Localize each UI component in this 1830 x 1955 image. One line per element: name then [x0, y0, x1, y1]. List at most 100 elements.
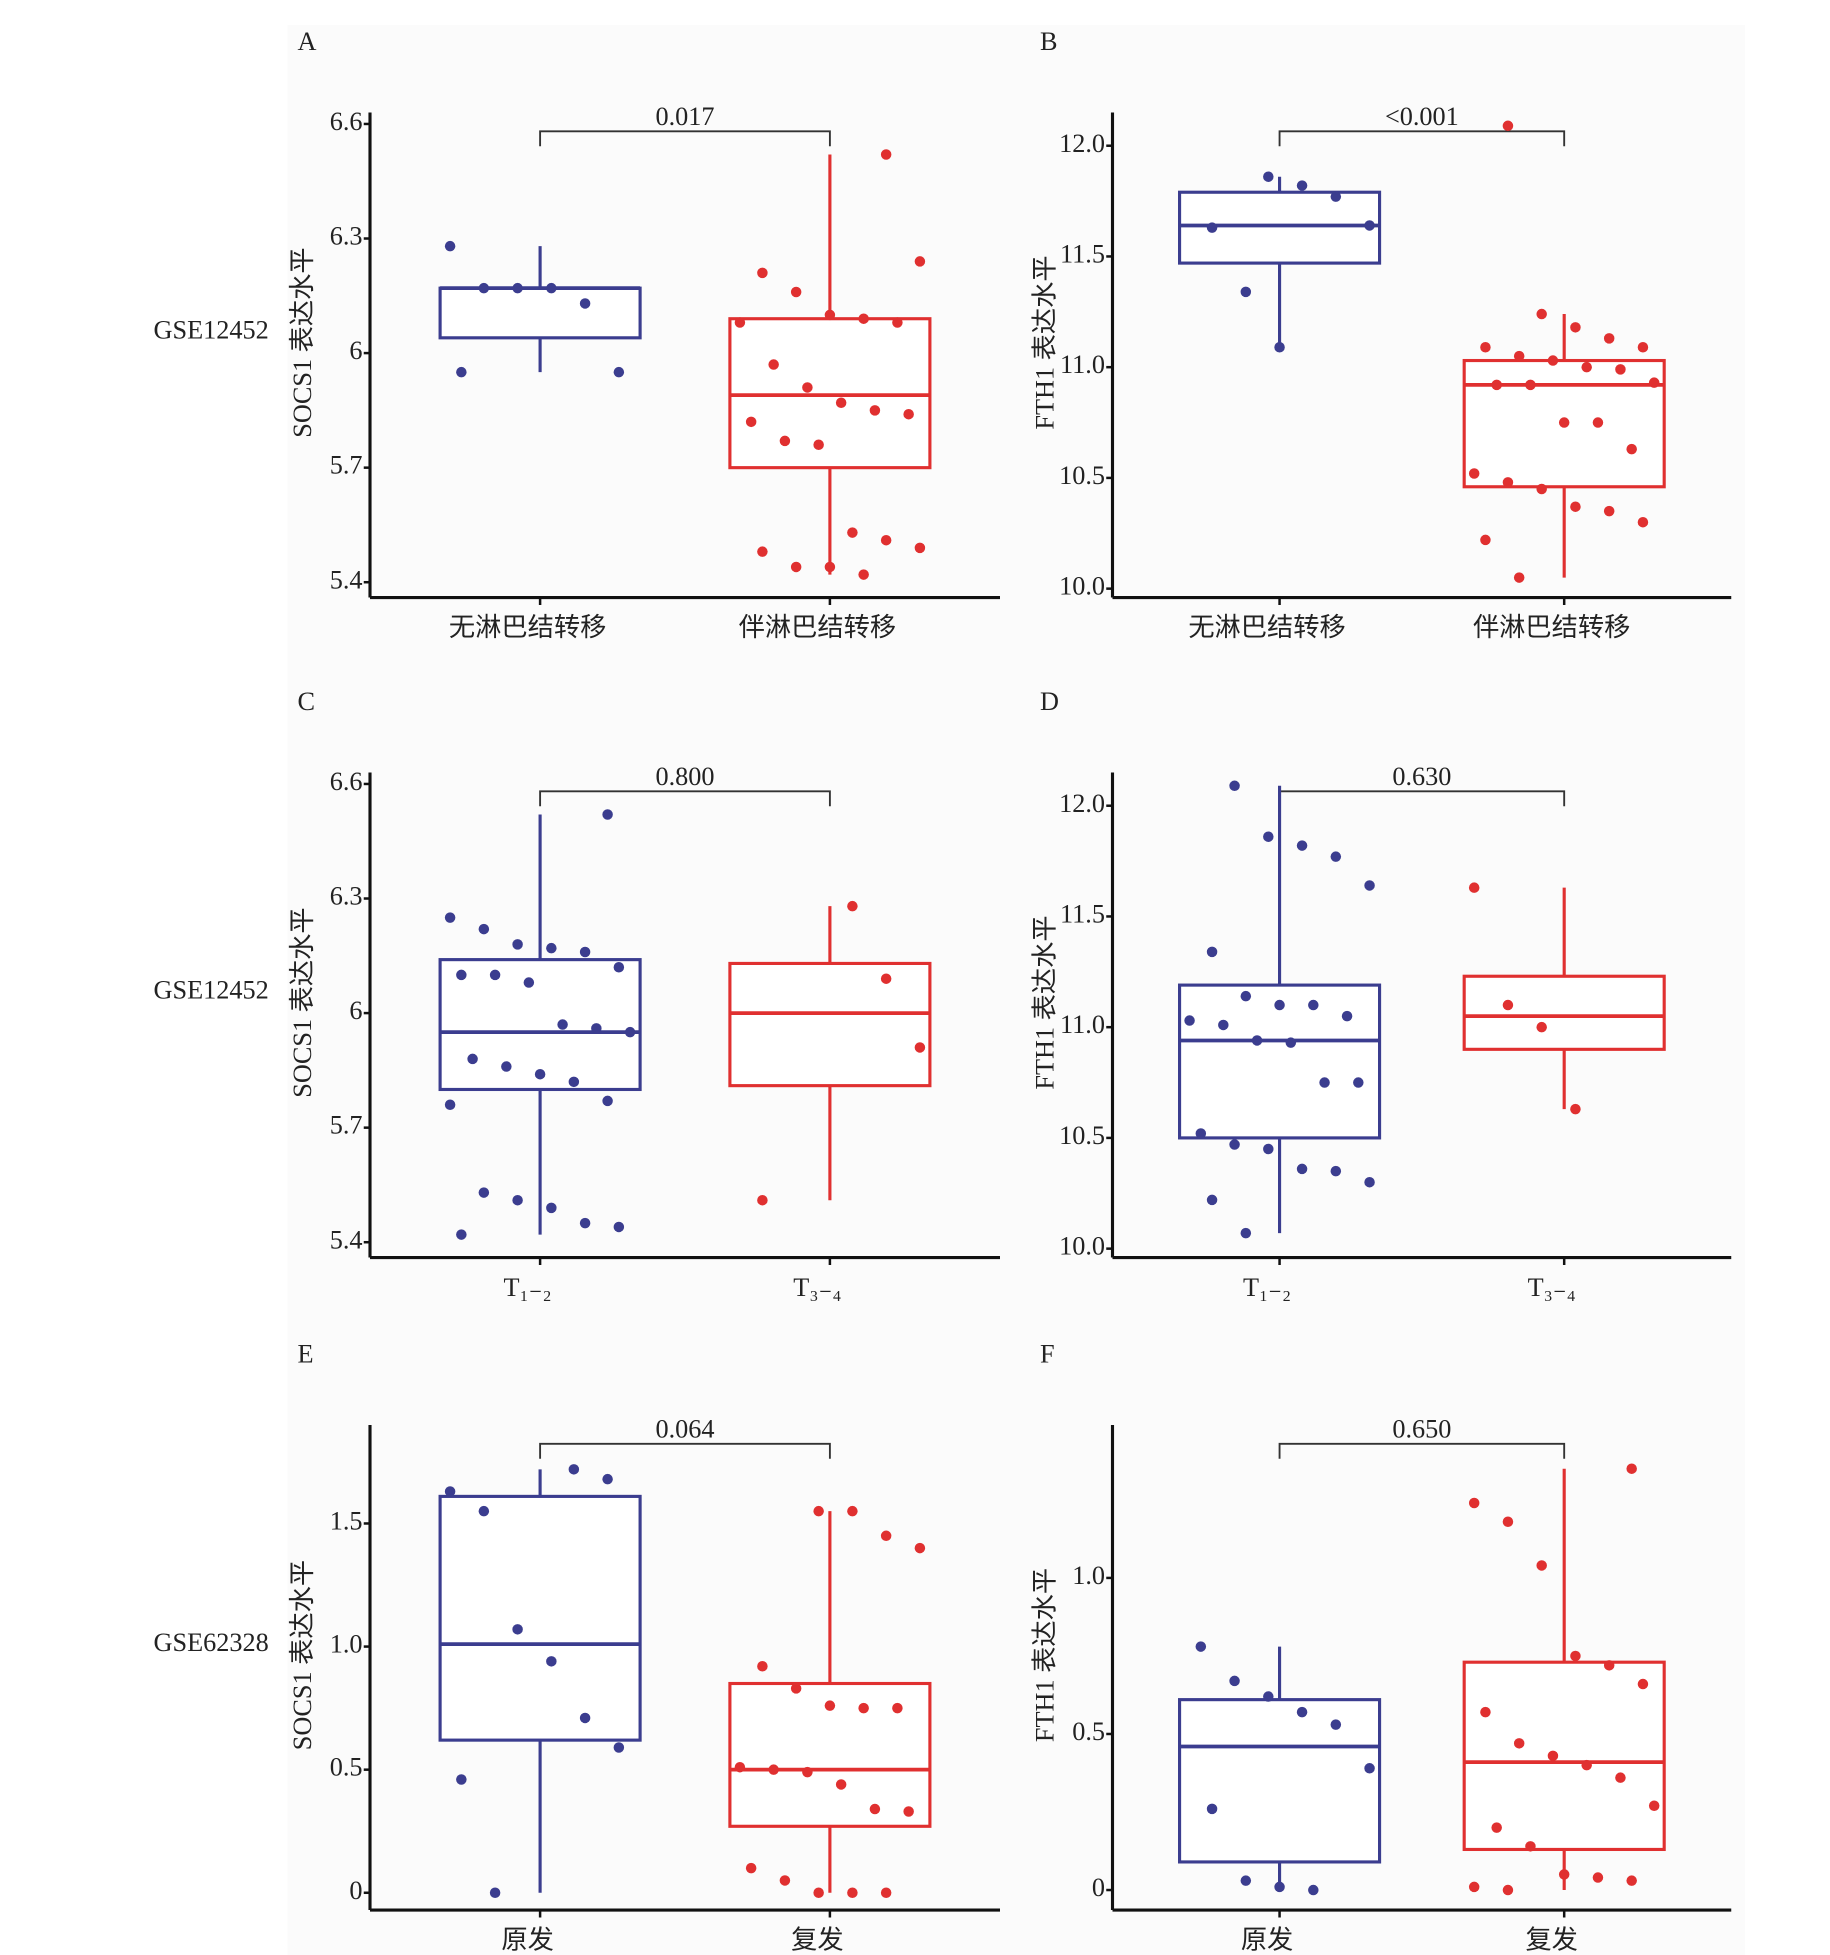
data-point [546, 1202, 557, 1214]
data-point [1229, 780, 1240, 792]
y-tick-label: 12.0 [1059, 789, 1105, 818]
data-point [579, 946, 591, 958]
data-point [557, 1019, 568, 1030]
data-point [1468, 1497, 1480, 1509]
panel-label: A [298, 27, 317, 56]
data-point [880, 973, 892, 984]
y-tick-label: 10.5 [1059, 1121, 1105, 1150]
data-point [1547, 355, 1559, 366]
data-point [1285, 1037, 1297, 1048]
data-point [1296, 180, 1308, 191]
data-point [779, 435, 791, 447]
box [1462, 974, 1666, 1051]
data-point [1480, 1706, 1491, 1718]
p-value: 0.800 [655, 762, 714, 791]
data-point [734, 1761, 746, 1773]
y-tick-label: 11.5 [1060, 899, 1105, 928]
y-tick-label: 1.0 [330, 1630, 363, 1659]
data-point [456, 969, 467, 981]
data-point [1206, 946, 1218, 958]
data-point [456, 1229, 467, 1240]
y-tick-label: 5.4 [330, 1225, 363, 1254]
data-point [1637, 341, 1649, 353]
data-point [1502, 477, 1514, 488]
data-point [1536, 1021, 1547, 1033]
panel-label: E [298, 1339, 314, 1368]
data-point [602, 809, 613, 820]
data-point [1308, 999, 1319, 1011]
data-point [880, 149, 892, 160]
data-point [1648, 1800, 1660, 1812]
data-point [824, 1700, 836, 1711]
data-point [790, 1683, 802, 1694]
y-tick-label: 6.3 [330, 882, 363, 911]
data-point [478, 923, 490, 935]
y-tick-label: 0.5 [330, 1753, 363, 1782]
data-point [1648, 377, 1660, 388]
data-point [613, 962, 625, 973]
y-axis-label: FTH1 表达水平 [1031, 1568, 1060, 1742]
data-point [1206, 222, 1218, 233]
x-tick-label: T₃₋₄ [793, 1273, 841, 1302]
data-point [478, 282, 490, 294]
data-point [1319, 1077, 1330, 1088]
box [1178, 1698, 1382, 1864]
data-point [456, 366, 467, 378]
x-tick-label: 原发 [501, 1926, 554, 1955]
data-point [512, 282, 523, 294]
data-point [1330, 851, 1342, 862]
data-point [835, 397, 847, 408]
x-tick-label: 伴淋巴结转移 [739, 613, 897, 642]
data-point [1296, 1706, 1308, 1718]
data-point [903, 1806, 914, 1817]
data-point [880, 1530, 892, 1542]
p-value: 0.017 [655, 102, 714, 131]
panel-label: B [1040, 27, 1058, 56]
data-point [1240, 990, 1252, 1002]
y-tick-label: 6.6 [330, 107, 363, 136]
data-point [456, 1774, 467, 1785]
data-point [768, 359, 779, 370]
data-point [1330, 1165, 1342, 1177]
data-point [613, 366, 625, 378]
x-tick-label: T₁₋₂ [1243, 1273, 1291, 1302]
y-tick-label: 0.5 [1072, 1717, 1105, 1746]
x-tick-label: T₃₋₄ [1528, 1273, 1576, 1302]
significance-bracket [539, 130, 831, 147]
data-point [1195, 1641, 1207, 1652]
data-point [444, 240, 456, 252]
data-point [892, 1702, 903, 1714]
data-point [489, 969, 501, 981]
y-tick-label: 0 [1092, 1873, 1105, 1902]
box [728, 961, 932, 1088]
x-tick-label: 无淋巴结转移 [449, 613, 607, 642]
data-point [779, 1875, 791, 1886]
data-point [512, 939, 523, 950]
data-point [1491, 379, 1502, 391]
data-point [757, 1661, 768, 1672]
y-axis-label: SOCS1 表达水平 [288, 247, 317, 437]
x-tick-label: 伴淋巴结转移 [1473, 613, 1631, 642]
data-point [847, 900, 858, 912]
significance-bracket [539, 1442, 831, 1459]
data-point [790, 561, 802, 573]
data-point [745, 416, 757, 428]
data-point [1513, 572, 1525, 583]
data-point [1570, 322, 1581, 333]
data-point [1218, 1019, 1229, 1031]
data-point [1592, 1872, 1604, 1883]
data-point [745, 1862, 757, 1874]
data-point [757, 546, 768, 557]
data-point [734, 317, 746, 328]
data-point [1274, 1881, 1285, 1893]
data-point [1364, 1176, 1375, 1188]
y-tick-label: 10.5 [1059, 461, 1105, 490]
data-point [757, 267, 768, 279]
data-point [1468, 468, 1480, 479]
data-point [1274, 999, 1285, 1011]
data-point [602, 1473, 613, 1485]
data-point [1364, 220, 1375, 231]
data-point [1558, 1869, 1570, 1880]
x-tick-label: 原发 [1241, 1926, 1294, 1955]
data-point [1558, 417, 1570, 428]
